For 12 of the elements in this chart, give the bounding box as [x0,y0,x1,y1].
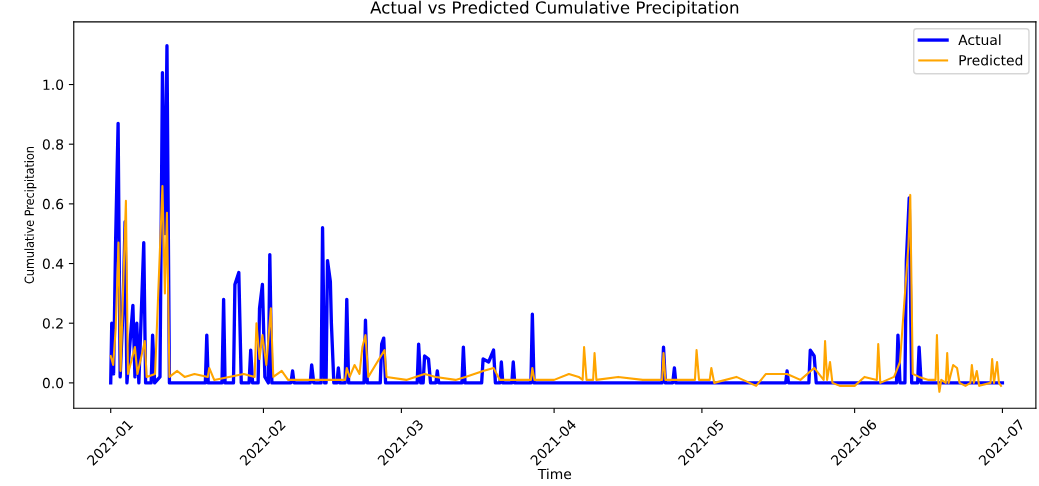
legend-label: Actual [958,34,1001,46]
y-tick-label: 0.8 [42,139,64,150]
y-tick-label: 0.2 [42,318,63,329]
x-axis-title: Time [537,468,572,480]
line-series [109,184,1003,393]
y-tick-label: 0.6 [42,198,64,210]
y-tick-label: 0.4 [42,258,64,270]
chart-title: Actual vs Predicted Cumulative Precipitation [370,0,739,17]
y-axis-title: Cumulative Precipitation [24,147,37,284]
y-tick-label: 1.0 [43,79,64,90]
legend-label: Predicted [959,54,1023,66]
y-tick-label: 0.0 [42,377,64,389]
